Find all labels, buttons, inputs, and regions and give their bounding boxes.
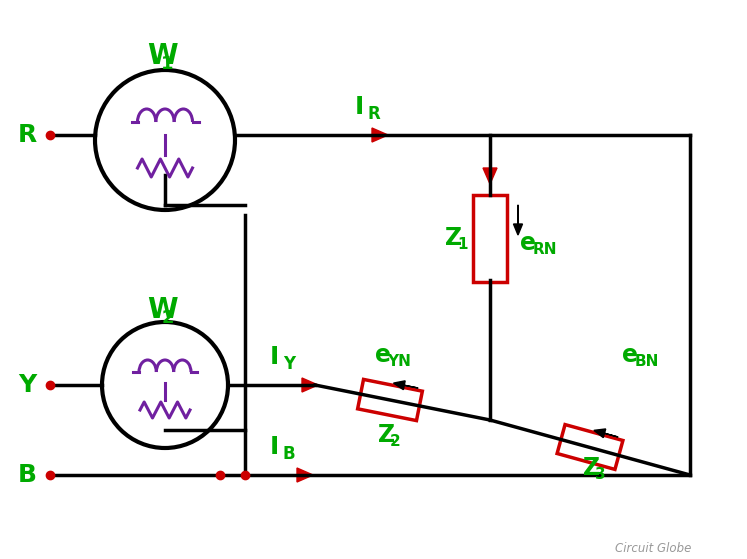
Text: 1: 1 [161, 55, 174, 73]
FancyArrow shape [483, 158, 497, 184]
Bar [358, 380, 422, 420]
Text: B: B [18, 463, 37, 487]
Text: Z: Z [445, 226, 462, 250]
FancyArrow shape [348, 128, 388, 142]
Bar [473, 195, 507, 282]
Text: e: e [520, 231, 536, 255]
Text: BN: BN [634, 354, 659, 369]
Text: R: R [368, 105, 381, 123]
Text: 2: 2 [161, 309, 174, 327]
Text: B: B [283, 445, 296, 463]
FancyArrow shape [394, 381, 418, 390]
Bar [557, 425, 623, 470]
Text: I: I [270, 345, 279, 369]
Text: I: I [355, 95, 365, 119]
Text: Circuit Globe: Circuit Globe [615, 542, 692, 555]
FancyArrow shape [594, 429, 618, 438]
Text: W: W [147, 296, 178, 324]
FancyArrow shape [275, 468, 313, 482]
Text: R: R [18, 123, 37, 147]
Text: Y: Y [18, 373, 37, 397]
Text: I: I [270, 435, 279, 459]
Text: Z: Z [378, 423, 395, 447]
FancyArrow shape [513, 205, 522, 235]
Text: Y: Y [283, 355, 295, 373]
Text: 3: 3 [595, 467, 606, 482]
Text: e: e [622, 343, 638, 367]
Text: RN: RN [533, 242, 557, 257]
Text: 1: 1 [457, 238, 468, 252]
Text: W: W [147, 42, 178, 70]
Text: e: e [375, 343, 391, 367]
Text: YN: YN [387, 354, 411, 369]
Text: 2: 2 [390, 434, 401, 449]
Text: Z: Z [583, 456, 600, 480]
FancyArrow shape [280, 378, 318, 392]
